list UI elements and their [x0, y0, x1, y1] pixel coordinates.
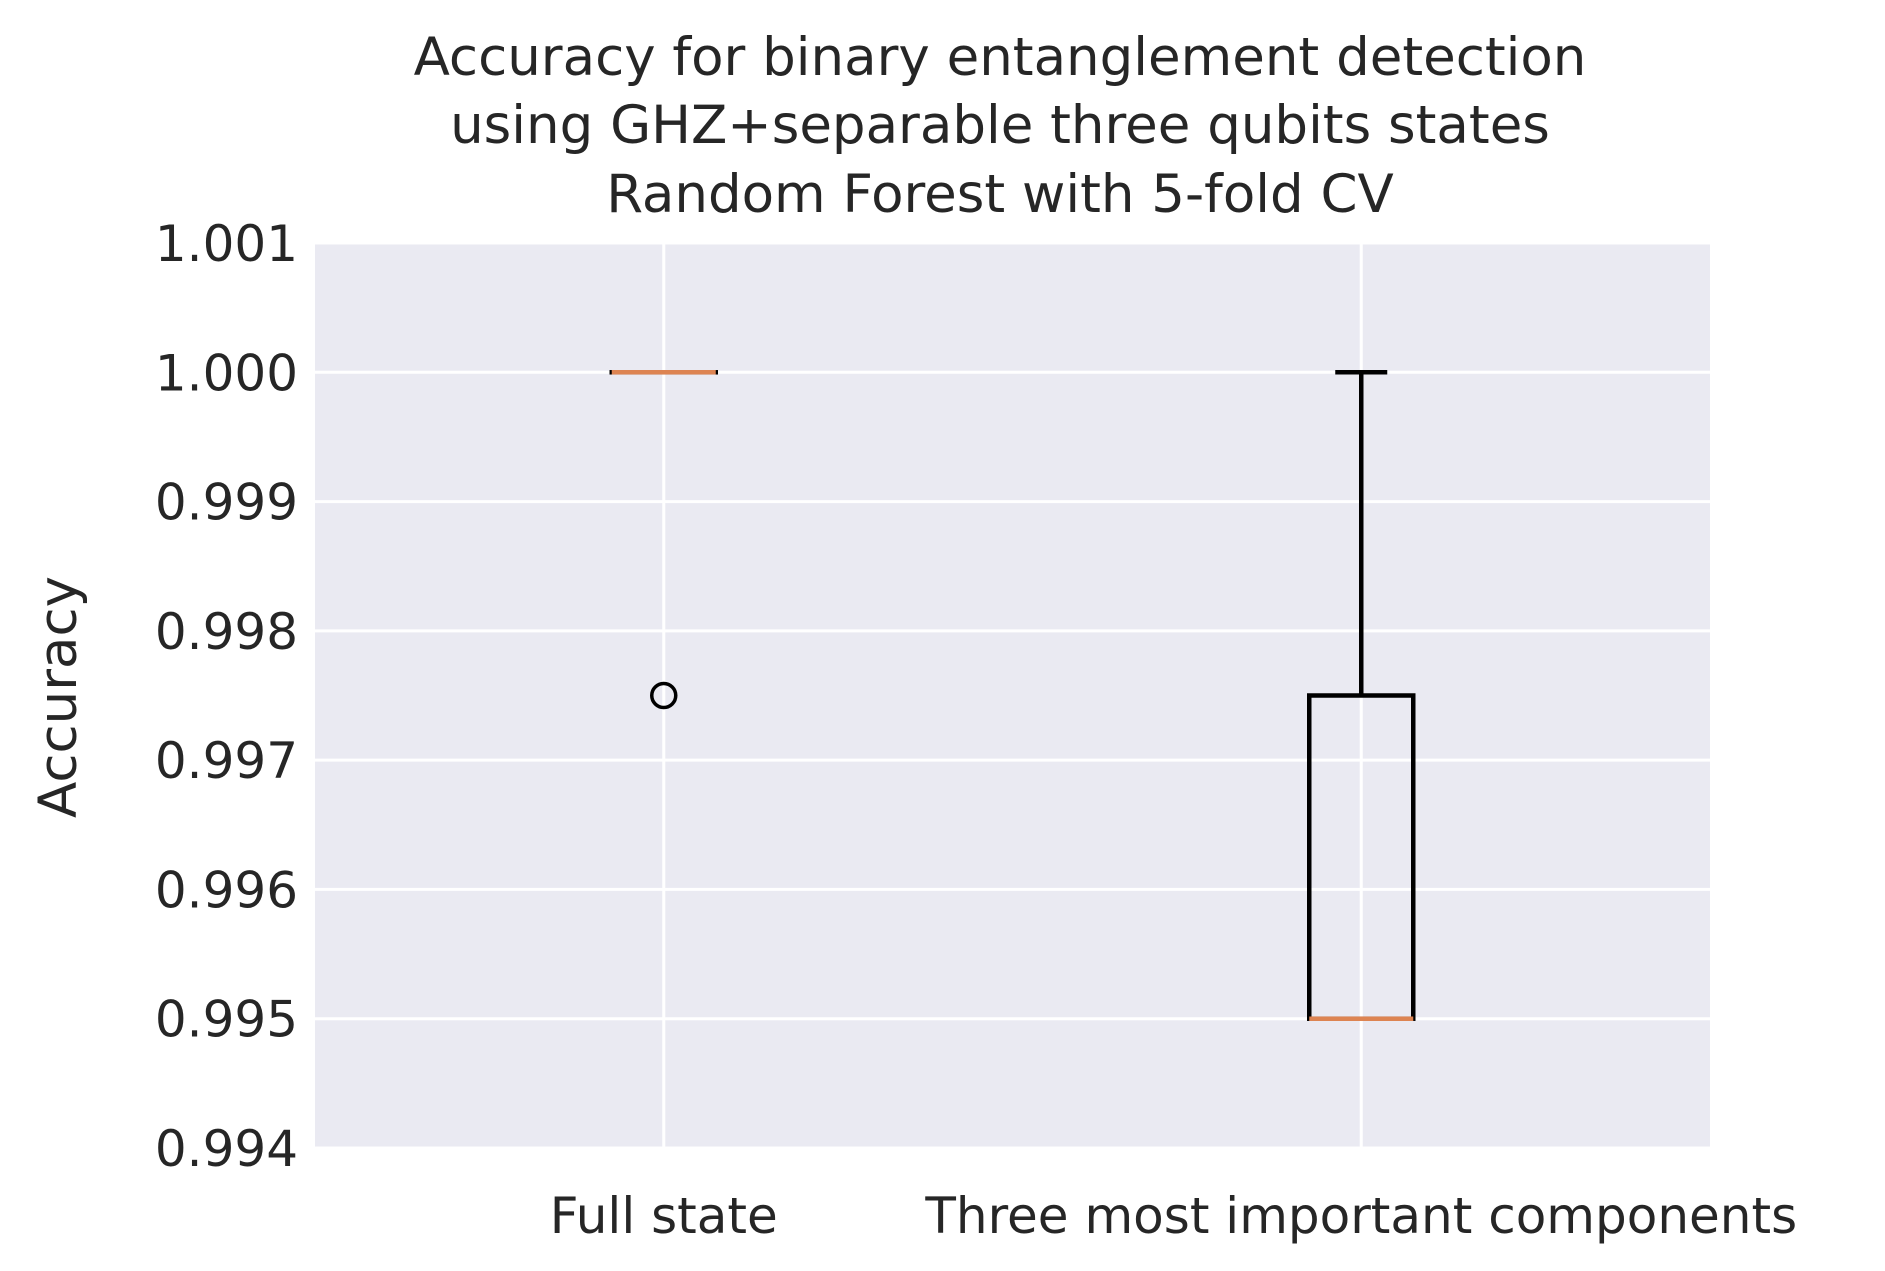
y-tick-label: 0.998	[155, 603, 298, 661]
y-axis-label: Accuracy	[28, 576, 89, 818]
y-tick-label: 0.994	[155, 1120, 298, 1178]
box-elements	[609, 370, 1416, 1021]
plot-area	[315, 243, 1710, 1148]
chart-title-line-3: Random Forest with 5-fold CV	[606, 164, 1393, 225]
x-tick-label: Three most important components	[924, 1187, 1797, 1245]
chart-title: Accuracy for binary entanglement detecti…	[414, 27, 1587, 225]
box-2	[1307, 370, 1416, 1021]
y-tick-label: 0.997	[155, 732, 298, 790]
y-tick-label: 1.000	[155, 344, 298, 402]
y-tick-label: 0.995	[155, 991, 298, 1049]
x-tick-label: Full state	[550, 1187, 778, 1245]
chart-title-line-2: using GHZ+separable three qubits states	[450, 95, 1550, 156]
box-1	[609, 370, 718, 710]
outlier-point	[650, 681, 678, 710]
grid-lines	[315, 241, 1710, 1150]
chart-title-line-1: Accuracy for binary entanglement detecti…	[414, 27, 1587, 88]
x-tick-labels: Full state Three most important component…	[550, 1187, 1797, 1245]
y-tick-label: 0.996	[155, 861, 298, 919]
y-tick-labels: 0.994 0.995 0.996 0.997 0.998 0.999 1.000 1.001	[155, 215, 298, 1178]
y-tick-label: 0.999	[155, 474, 298, 532]
y-tick-label: 1.001	[155, 215, 298, 273]
